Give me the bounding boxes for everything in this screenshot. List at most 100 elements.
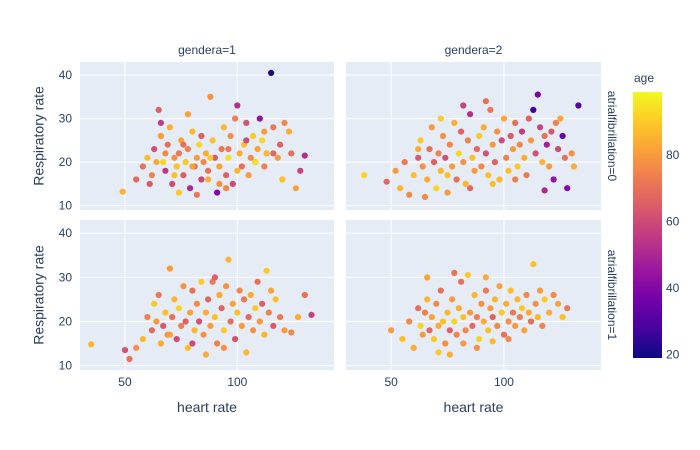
data-point[interactable] — [187, 309, 194, 316]
data-point[interactable] — [205, 167, 212, 174]
data-point[interactable] — [178, 322, 185, 329]
data-point[interactable] — [281, 327, 288, 334]
data-point[interactable] — [525, 309, 532, 316]
data-point[interactable] — [507, 132, 514, 140]
data-point[interactable] — [469, 154, 476, 161]
data-point[interactable] — [180, 172, 187, 179]
data-point[interactable] — [539, 322, 546, 329]
data-point[interactable] — [471, 291, 478, 299]
data-point[interactable] — [270, 322, 277, 329]
data-point[interactable] — [537, 124, 544, 131]
data-point[interactable] — [505, 318, 512, 325]
data-point[interactable] — [225, 256, 232, 263]
data-point[interactable] — [268, 69, 275, 76]
data-point[interactable] — [259, 300, 266, 307]
data-point[interactable] — [277, 314, 284, 321]
data-point[interactable] — [308, 311, 315, 318]
data-point[interactable] — [453, 331, 460, 338]
data-point[interactable] — [189, 163, 196, 170]
data-point[interactable] — [503, 154, 510, 161]
data-point[interactable] — [265, 309, 272, 316]
data-point[interactable] — [494, 322, 501, 329]
data-point[interactable] — [462, 327, 469, 334]
data-point[interactable] — [473, 146, 480, 153]
data-point[interactable] — [166, 331, 173, 338]
data-point[interactable] — [171, 296, 178, 303]
data-point[interactable] — [157, 340, 164, 347]
data-point[interactable] — [232, 115, 239, 122]
data-point[interactable] — [561, 154, 569, 161]
data-point[interactable] — [487, 106, 494, 113]
data-point[interactable] — [527, 137, 535, 144]
data-point[interactable] — [180, 283, 187, 290]
data-point[interactable] — [392, 167, 399, 174]
data-point[interactable] — [223, 283, 230, 290]
data-point[interactable] — [256, 318, 263, 325]
data-point[interactable] — [521, 154, 528, 161]
data-point[interactable] — [505, 336, 512, 343]
data-point[interactable] — [301, 291, 308, 299]
data-point[interactable] — [446, 327, 453, 334]
data-point[interactable] — [184, 146, 191, 153]
data-point[interactable] — [451, 119, 458, 126]
data-point[interactable] — [439, 132, 447, 140]
data-point[interactable] — [126, 355, 133, 363]
data-point[interactable] — [234, 102, 241, 109]
data-point[interactable] — [205, 176, 212, 183]
data-point[interactable] — [193, 191, 200, 198]
data-point[interactable] — [525, 115, 532, 122]
data-point[interactable] — [570, 163, 578, 170]
data-point[interactable] — [218, 305, 225, 312]
data-point[interactable] — [514, 163, 521, 170]
data-point[interactable] — [164, 141, 171, 148]
data-point[interactable] — [550, 176, 557, 183]
data-point[interactable] — [564, 305, 571, 312]
data-point[interactable] — [482, 150, 489, 157]
data-point[interactable] — [288, 150, 295, 157]
data-point[interactable] — [220, 327, 227, 334]
data-point[interactable] — [410, 172, 417, 179]
data-point[interactable] — [361, 172, 368, 179]
data-point[interactable] — [568, 150, 575, 157]
data-point[interactable] — [482, 98, 489, 105]
data-point[interactable] — [250, 132, 257, 140]
data-point[interactable] — [494, 128, 501, 135]
data-point[interactable] — [216, 180, 223, 187]
data-point[interactable] — [241, 296, 248, 303]
data-point[interactable] — [496, 283, 503, 290]
data-point[interactable] — [507, 287, 514, 294]
data-point[interactable] — [449, 163, 456, 170]
data-point[interactable] — [476, 132, 483, 140]
data-point[interactable] — [245, 314, 252, 321]
data-point[interactable] — [234, 309, 241, 316]
data-point[interactable] — [555, 300, 562, 307]
data-point[interactable] — [220, 124, 227, 131]
data-point[interactable] — [424, 274, 431, 281]
data-point[interactable] — [437, 167, 444, 174]
data-point[interactable] — [512, 119, 519, 126]
data-point[interactable] — [478, 163, 485, 170]
data-point[interactable] — [489, 180, 496, 187]
data-point[interactable] — [243, 119, 250, 126]
data-point[interactable] — [534, 91, 541, 98]
data-point[interactable] — [173, 336, 180, 343]
data-point[interactable] — [467, 185, 474, 192]
data-point[interactable] — [498, 309, 505, 316]
data-point[interactable] — [532, 150, 539, 157]
data-point[interactable] — [514, 296, 521, 303]
data-point[interactable] — [252, 305, 259, 312]
data-point[interactable] — [153, 318, 160, 325]
data-point[interactable] — [205, 296, 212, 303]
data-point[interactable] — [444, 309, 451, 316]
data-point[interactable] — [424, 176, 431, 183]
data-point[interactable] — [476, 336, 483, 343]
data-point[interactable] — [478, 300, 485, 307]
data-point[interactable] — [198, 278, 205, 285]
data-point[interactable] — [410, 344, 417, 351]
data-point[interactable] — [198, 176, 205, 183]
data-point[interactable] — [557, 115, 564, 122]
data-point[interactable] — [175, 305, 182, 312]
data-point[interactable] — [555, 146, 562, 153]
data-point[interactable] — [433, 185, 440, 192]
data-point[interactable] — [523, 172, 530, 179]
